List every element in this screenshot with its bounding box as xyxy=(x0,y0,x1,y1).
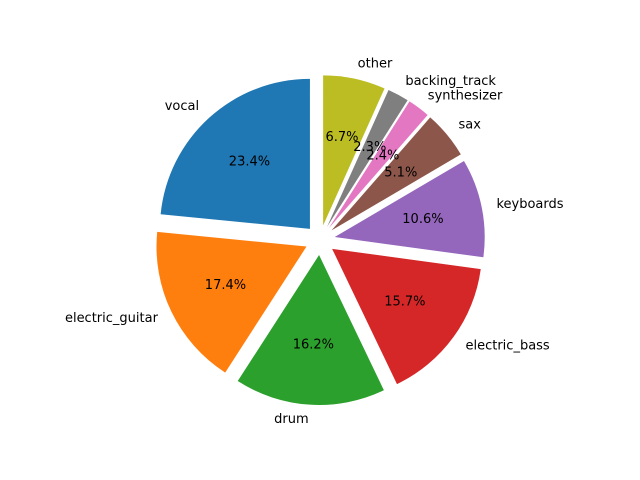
pie-slice-electric-guitar xyxy=(156,231,307,373)
pie-labels: 23.4% vocal 17.4% electric_guitar 16.2% drum 1… xyxy=(65,56,564,427)
pct-label-synthesizer: 2.4% xyxy=(366,148,399,163)
pie-slice-backing-track xyxy=(327,89,408,227)
pct-label-keyboards: 10.6% xyxy=(402,212,443,227)
pie-slices xyxy=(156,75,485,405)
slice-label-other: other xyxy=(358,56,393,71)
pct-label-vocal: 23.4% xyxy=(229,155,270,170)
pct-label-other: 6.7% xyxy=(325,130,358,145)
pie-slice-drum xyxy=(237,254,384,405)
pct-label-sax: 5.1% xyxy=(384,165,417,180)
pct-label-drum: 16.2% xyxy=(293,337,334,352)
slice-label-sax: sax xyxy=(459,118,482,133)
slice-label-synthesizer: synthesizer xyxy=(428,88,503,103)
slice-label-backing-track: backing_track xyxy=(405,74,496,89)
slice-label-electric-guitar: electric_guitar xyxy=(65,311,159,326)
slice-label-electric-bass: electric_bass xyxy=(465,338,549,353)
pie-slice-other xyxy=(323,75,385,226)
slice-label-drum: drum xyxy=(274,412,309,427)
pct-label-electric-bass: 15.7% xyxy=(384,294,425,309)
pie-slice-vocal xyxy=(160,78,310,229)
slice-label-keyboards: keyboards xyxy=(496,197,563,212)
pie-slice-synthesizer xyxy=(328,101,428,228)
pie-slice-electric-bass xyxy=(332,248,481,385)
pct-label-electric-guitar: 17.4% xyxy=(205,278,246,293)
pct-label-backing-track: 2.3% xyxy=(353,140,386,155)
pie-slice-keyboards xyxy=(334,160,485,258)
pie-slice-sax xyxy=(331,117,461,231)
slice-label-vocal: vocal xyxy=(165,99,199,114)
